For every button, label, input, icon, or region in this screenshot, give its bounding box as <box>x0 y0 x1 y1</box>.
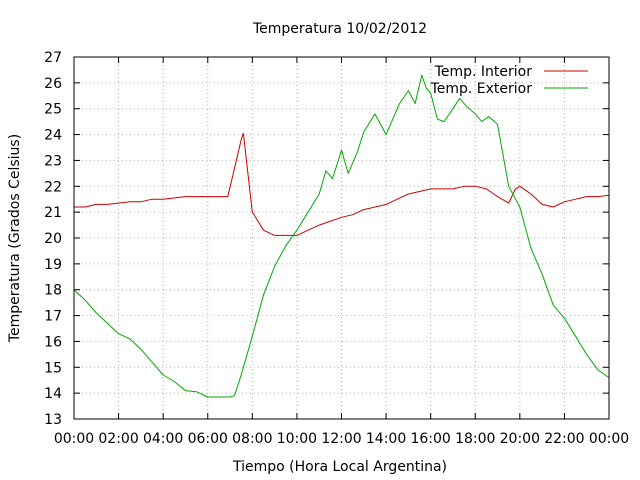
legend-label-exterior: Temp. Exterior <box>430 81 533 97</box>
y-tick-label: 22 <box>44 179 62 195</box>
y-tick-label: 16 <box>44 334 62 350</box>
legend: Temp. Interior Temp. Exterior <box>430 64 588 97</box>
y-axis-label: Temperatura (Grados Celsius) <box>7 134 23 343</box>
series-line-exterior <box>73 74 610 398</box>
y-tick-label: 23 <box>44 153 62 169</box>
chart-title: Temperatura 10/02/2012 <box>252 21 427 37</box>
x-tick-label: 16:00 <box>410 431 450 447</box>
x-tick-label: 12:00 <box>321 431 361 447</box>
x-tick-label: 00:00 <box>589 431 629 447</box>
y-tick-label: 21 <box>44 205 62 221</box>
x-tick-labels: 00:00 02:00 04:00 06:00 08:00 10:00 12:00 14:00… <box>54 431 629 447</box>
y-tick-label: 20 <box>44 231 62 247</box>
y-tick-label: 18 <box>44 283 62 299</box>
x-tick-label: 04:00 <box>143 431 183 447</box>
x-axis-label: Tiempo (Hora Local Argentina) <box>232 459 447 475</box>
series-layer <box>73 74 610 398</box>
y-tick-label: 24 <box>44 128 62 144</box>
grid-layer <box>74 57 609 419</box>
x-tick-label: 18:00 <box>455 431 495 447</box>
x-tick-label: 10:00 <box>277 431 317 447</box>
x-tick-label: 14:00 <box>366 431 406 447</box>
x-tick-label: 06:00 <box>188 431 228 447</box>
y-tick-label: 25 <box>44 102 62 118</box>
x-tick-label: 00:00 <box>54 431 94 447</box>
y-tick-label: 14 <box>44 386 62 402</box>
x-tick-label: 08:00 <box>232 431 272 447</box>
y-tick-label: 27 <box>44 50 62 66</box>
y-tick-label: 17 <box>44 309 62 325</box>
y-tick-label: 26 <box>44 76 62 92</box>
x-tick-label: 20:00 <box>500 431 540 447</box>
legend-label-interior: Temp. Interior <box>434 64 533 80</box>
y-tick-label: 13 <box>44 412 62 428</box>
y-tick-label: 19 <box>44 257 62 273</box>
x-tick-label: 22:00 <box>544 431 584 447</box>
series-line-interior <box>74 132 610 236</box>
y-tick-labels: 13 14 15 16 17 18 19 20 21 22 23 24 25 26 27 <box>44 50 62 428</box>
ticks-layer <box>73 56 610 420</box>
plot-frame <box>73 56 610 420</box>
y-tick-label: 15 <box>44 360 62 376</box>
x-tick-label: 02:00 <box>98 431 138 447</box>
